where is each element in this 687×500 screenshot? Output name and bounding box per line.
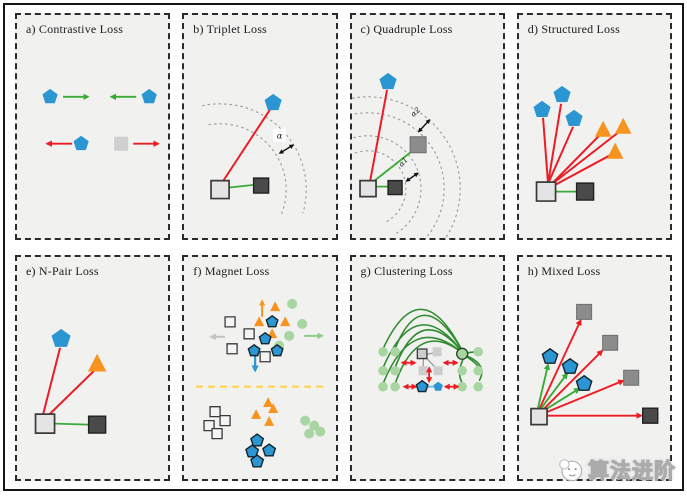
clustering-loss-diagram xyxy=(377,308,483,480)
magnet-loss-diagram xyxy=(196,298,326,480)
panel-contrastive-loss: a) Contrastive Loss xyxy=(15,13,171,240)
panel-title-d: d) Structured Loss xyxy=(527,22,621,36)
panel-quadruple-loss: c) Quadruple Loss α1 α2 xyxy=(349,13,505,240)
contrastive-loss-diagram xyxy=(42,88,160,151)
mixed-cluster-arrows xyxy=(209,298,325,373)
panel-magnet-loss: f) Magnet Loss xyxy=(182,254,338,481)
panel-mixed-loss: h) Mixed Loss xyxy=(516,254,672,481)
negative-triangles xyxy=(594,117,632,159)
negative-pentagon xyxy=(378,72,397,90)
panel-triplet-loss: b) Triplet Loss α xyxy=(182,13,338,240)
medoid-square xyxy=(417,348,427,358)
margin1-outer-arc xyxy=(351,135,421,235)
negative-distance-lines xyxy=(541,103,620,189)
second-positive-square xyxy=(410,137,426,153)
blue-pair xyxy=(416,380,443,391)
positive-line xyxy=(55,422,89,426)
mixed-loss-diagram xyxy=(519,257,670,480)
blue-pentagon xyxy=(42,88,58,104)
gray-square xyxy=(114,136,129,151)
blue-pentagon xyxy=(416,380,427,391)
panel-npair-loss: e) N-Pair Loss xyxy=(15,254,171,481)
negative-line-pentagon xyxy=(42,347,62,415)
inter-cluster-margin-arrows xyxy=(400,359,460,390)
panel-title-b: b) Triplet Loss xyxy=(193,22,267,36)
inner-margin-arc xyxy=(208,123,287,215)
separated-triangles-cluster xyxy=(251,396,279,426)
second-positive-line xyxy=(370,147,416,184)
mixed-cluster-circles xyxy=(274,298,308,351)
blue-pentagon xyxy=(141,88,157,104)
margin-arcs xyxy=(351,96,461,238)
panel-structured-loss: d) Structured Loss xyxy=(516,13,672,240)
panel-title-a: a) Contrastive Loss xyxy=(26,22,124,36)
anchor-square xyxy=(536,182,555,201)
margin2-label: α2 xyxy=(408,105,422,118)
positive-square xyxy=(388,181,402,195)
panel-title-c: c) Quadruple Loss xyxy=(360,22,453,36)
blue-node xyxy=(432,381,443,391)
anchor-square xyxy=(211,181,229,199)
medoid-structure xyxy=(417,347,443,375)
quadruple-loss-diagram: α1 α2 xyxy=(351,72,461,238)
margin1-label: α1 xyxy=(396,155,409,168)
margin-double-arrow xyxy=(278,144,295,154)
negative-pentagon xyxy=(264,93,282,111)
panel-title-e: e) N-Pair Loss xyxy=(26,263,99,278)
triplet-loss-diagram: α xyxy=(202,93,308,215)
separated-circles-cluster xyxy=(300,415,326,439)
separated-squares-cluster xyxy=(204,406,230,438)
repel-pair xyxy=(45,135,160,151)
structured-loss-diagram xyxy=(519,85,632,238)
watermark-mascot-icon xyxy=(559,459,583,482)
anchor-square xyxy=(360,181,376,197)
margin1-inner-arc xyxy=(354,150,406,224)
anchor-square xyxy=(531,408,547,424)
cluster-centroid-circle xyxy=(456,348,467,359)
blue-pentagon xyxy=(73,135,89,151)
panel-title-f: f) Magnet Loss xyxy=(193,263,270,278)
negative-distance-line xyxy=(368,89,388,182)
margin1-double-arrow xyxy=(404,172,419,182)
panel-title-h: h) Mixed Loss xyxy=(527,263,601,278)
margin2-outer-arc xyxy=(351,96,461,238)
margin2-double-arrow xyxy=(417,118,430,133)
negative-triangle xyxy=(87,353,107,372)
panel-title-g: g) Clustering Loss xyxy=(360,263,453,278)
watermark-text: 算法进阶 xyxy=(588,460,676,484)
watermark: 算法进阶 xyxy=(556,455,676,485)
margin-label: α xyxy=(277,132,283,142)
anchor-square xyxy=(36,414,55,433)
panel-clustering-loss: g) Clustering Loss xyxy=(349,254,505,481)
negative-pentagon xyxy=(51,328,71,347)
npair-loss-diagram xyxy=(17,328,168,480)
figure-frame: a) Contrastive Loss b) Triplet Loss xyxy=(3,3,684,491)
negative-distance-line xyxy=(221,107,273,184)
positive-square xyxy=(89,416,106,433)
separated-pentagons-cluster xyxy=(246,434,275,467)
positive-distance-line xyxy=(228,183,257,189)
positive-square xyxy=(576,183,593,200)
green-pull-arrows xyxy=(536,362,581,412)
negative-line-triangle xyxy=(46,369,95,417)
label-backing xyxy=(273,128,287,142)
attract-pair xyxy=(42,88,157,104)
red-push-arrows xyxy=(537,318,643,419)
positive-square xyxy=(254,178,269,193)
panel-grid: a) Contrastive Loss b) Triplet Loss xyxy=(15,13,672,481)
margin2-inner-arc xyxy=(354,112,445,238)
dark-negative-square xyxy=(642,408,657,423)
